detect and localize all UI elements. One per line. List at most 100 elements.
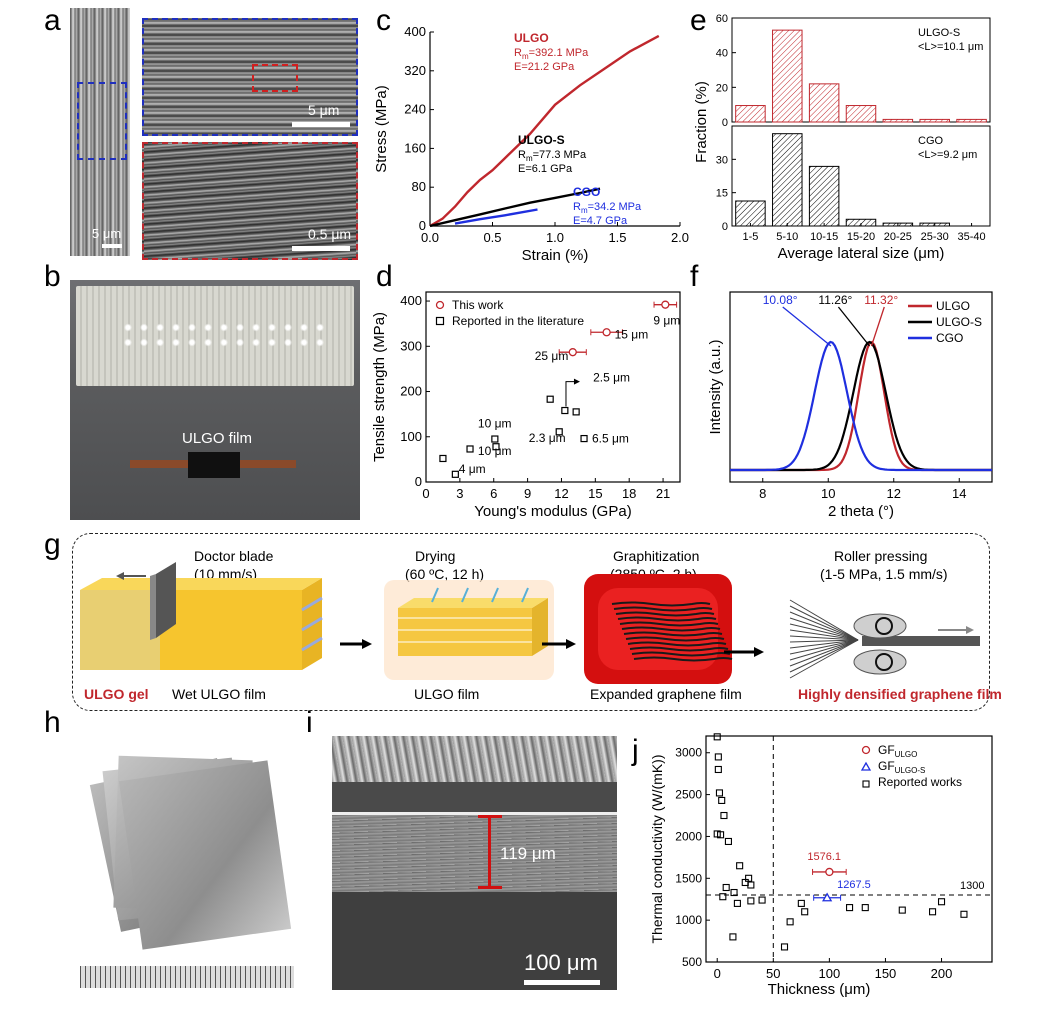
xrd-curve-cgo <box>730 340 992 472</box>
y-tick-label: 1000 <box>675 913 702 927</box>
y-tick-label: 30 <box>716 154 728 166</box>
reported-point <box>714 765 722 774</box>
plot-frame <box>729 291 993 483</box>
annotation-label: 4 μm <box>459 462 486 476</box>
fan-line <box>789 639 859 661</box>
panel-label-c: c <box>376 4 391 37</box>
legend-marker-reported <box>862 780 870 788</box>
sem-cross-section-image: 5 μm <box>70 8 130 256</box>
x-tick-label: 12 <box>554 486 568 501</box>
x-tick-label: 50 <box>766 966 780 981</box>
x-tick-label: 21 <box>656 486 670 501</box>
arrow-3 <box>724 647 764 657</box>
graphene-layer <box>623 631 723 637</box>
plot-frame <box>425 291 681 483</box>
x-tick-label: 25-30 <box>921 231 949 243</box>
x-tick-label: 20-25 <box>884 231 912 243</box>
scale-label: 0.5 μm <box>308 226 352 242</box>
thickness-label: 15 μm <box>615 327 649 341</box>
x-tick-label: 150 <box>875 966 897 981</box>
graphene-layer <box>611 601 711 607</box>
bar <box>808 165 840 227</box>
y-tick-label: 240 <box>404 102 426 117</box>
legend-label: Reported works <box>878 775 962 789</box>
literature-point <box>580 434 588 443</box>
step-doctor-blade-title: Doctor blade <box>194 548 274 564</box>
y-tick-label: 20 <box>716 82 728 94</box>
sem-high-mag-image: 0.5 μm <box>142 142 358 260</box>
x-axis-label: 2 theta (°) <box>828 503 894 520</box>
y-axis-label: Intensity (a.u.) <box>707 339 724 434</box>
subplot-frame <box>731 125 991 227</box>
graphene-layer <box>629 646 729 652</box>
legend-label: GFULGO-S <box>878 759 925 775</box>
xrd-curve-ulgo-s <box>730 340 992 472</box>
literature-point <box>492 443 500 451</box>
caption-densified-film: Highly densified graphene film <box>798 686 1002 702</box>
y-axis-label: Tensile strength (MPa) <box>371 312 388 462</box>
legend-label: ULGO <box>936 299 970 313</box>
x-tick-label: 1.5 <box>608 230 626 245</box>
reported-point <box>720 811 728 820</box>
x-tick-label: 200 <box>931 966 953 981</box>
scale-bar <box>292 122 350 127</box>
legend-marker-gf-ulgo <box>861 745 871 755</box>
literature-point <box>572 408 580 416</box>
bar <box>845 105 877 123</box>
this-work-point <box>661 300 670 309</box>
fan-line <box>789 599 859 641</box>
reported-point <box>718 796 726 805</box>
reported-point <box>713 733 721 741</box>
x-tick-label: 9 <box>524 486 531 501</box>
x-tick-label: 1.0 <box>546 230 564 245</box>
peak-label: 11.32° <box>864 293 898 307</box>
reported-point <box>797 899 805 907</box>
panel-label-g: g <box>44 528 61 561</box>
reported-point <box>801 908 809 916</box>
y-tick-label: 1500 <box>675 871 702 885</box>
reported-point <box>960 910 968 918</box>
x-axis-label: Young's modulus (GPa) <box>474 503 631 520</box>
film-label: ULGO film <box>182 430 253 447</box>
sem-zoom-box-red <box>252 64 298 92</box>
step-roller-cond: (1-5 MPa, 1.5 mm/s) <box>820 566 948 582</box>
y-axis-label: Stress (MPa) <box>373 85 390 173</box>
sem-top-layer <box>332 736 617 782</box>
fan-line <box>789 635 859 641</box>
scale-bar <box>524 980 600 985</box>
reported-point <box>861 904 869 912</box>
reported-point <box>747 881 755 889</box>
x-tick-label: 12 <box>887 486 901 501</box>
wet-ulgo-film-block <box>80 578 323 670</box>
gf-ulgo-label: 1576.1 <box>807 851 841 863</box>
legend-label: CGO <box>936 331 963 345</box>
fan-line <box>789 617 859 641</box>
caption-ulgo-film: ULGO film <box>414 686 480 702</box>
y-tick-label: 100 <box>400 429 422 444</box>
peak-arrow <box>782 306 832 347</box>
annotation-label: 10 μm <box>478 417 512 431</box>
reported-point <box>714 753 722 761</box>
x-tick-label: 35-40 <box>958 231 986 243</box>
graphene-layer <box>613 606 713 612</box>
peak-arrow <box>837 306 871 347</box>
x-tick-label: 0 <box>714 966 721 981</box>
annotation-label: 6.5 μm <box>592 432 629 446</box>
literature-point <box>439 454 447 463</box>
series-name-label: ULGO <box>514 31 549 45</box>
modulus-label: E=4.7 GPa <box>573 215 628 227</box>
y-tick-label: 2000 <box>675 829 702 843</box>
thickness-marker <box>488 816 491 888</box>
fan-line <box>789 629 859 641</box>
fan-line <box>789 611 859 641</box>
y-tick-label: 320 <box>404 63 426 78</box>
reported-point <box>745 874 753 882</box>
caption-wet-film: Wet ULGO film <box>172 686 266 702</box>
fan-line <box>789 639 859 673</box>
sem-film-cross-section: 119 μm 100 μm <box>332 736 617 990</box>
roller-press <box>789 599 980 679</box>
panel-label-e: e <box>690 4 707 37</box>
x-tick-label: 14 <box>952 486 966 501</box>
fan-line <box>789 605 859 641</box>
caption-expanded-film: Expanded graphene film <box>590 686 742 702</box>
